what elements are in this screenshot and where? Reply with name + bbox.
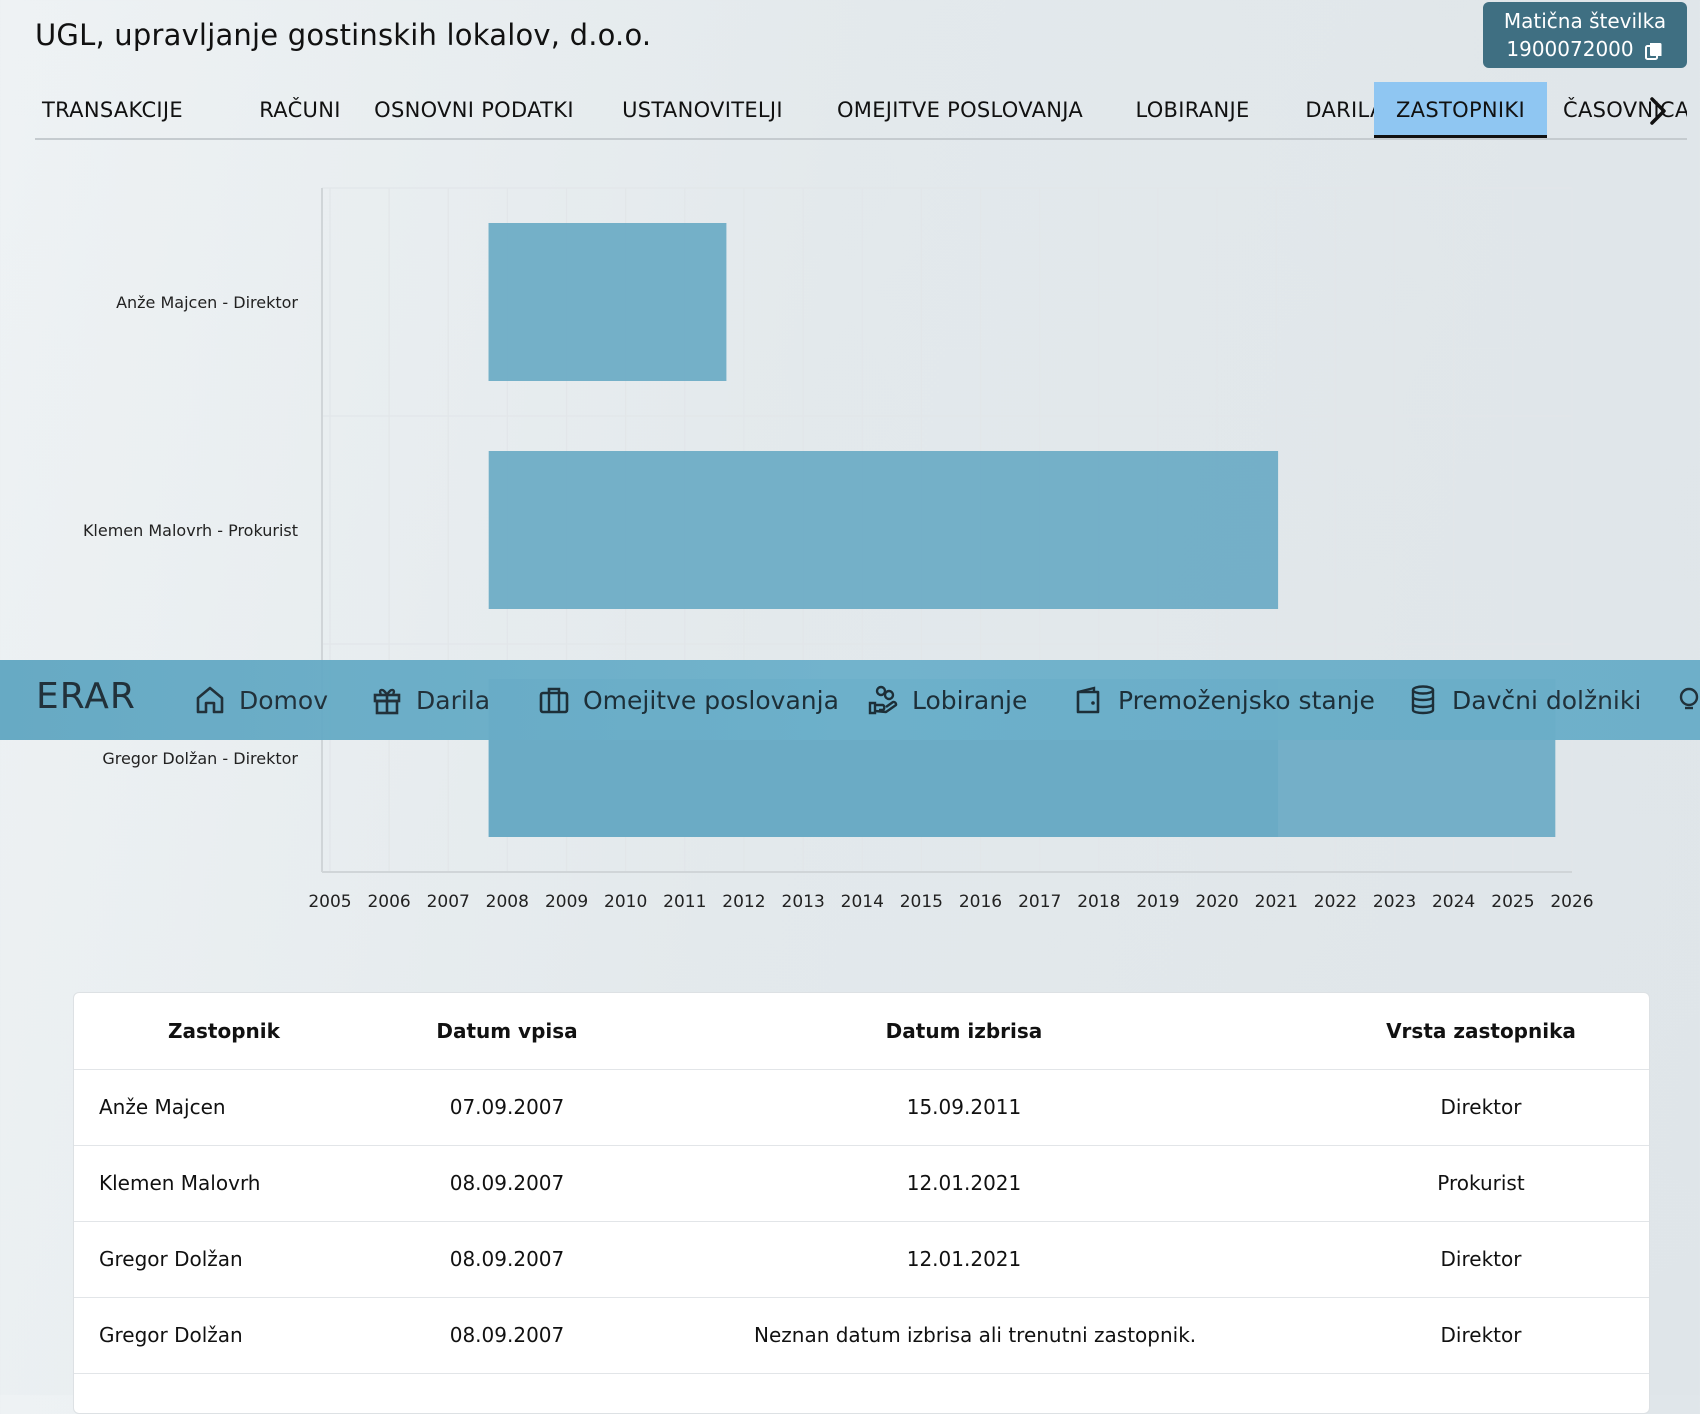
- cell-zastopnik: Gregor Dolžan: [99, 1247, 243, 1271]
- tab-omejitve-poslovanja[interactable]: OMEJITVE POSLOVANJA: [836, 98, 1084, 122]
- maticna-box: Matična številka 1900072000: [1483, 2, 1687, 68]
- y-tick-label: Gregor Dolžan - Direktor: [102, 749, 298, 768]
- x-tick-label: 2020: [1195, 892, 1238, 912]
- x-tick-label: 2022: [1314, 892, 1357, 912]
- x-tick-label: 2012: [722, 892, 765, 912]
- timeline-svg: Anže Majcen - Direktor Klemen Malovrh - P…: [83, 187, 1594, 912]
- x-tick-label: 2019: [1136, 892, 1179, 912]
- x-tick-label: 2009: [545, 892, 588, 912]
- x-tick-label: 2025: [1491, 892, 1534, 912]
- table-header-row: Zastopnik Datum vpisa Datum izbrisa Vrst…: [74, 993, 1649, 1070]
- cell-vrsta-zastopnika: Direktor: [1440, 1095, 1522, 1119]
- nav-lobiranje-label: Lobiranje: [912, 685, 1028, 715]
- cell-vrsta-zastopnika: Direktor: [1440, 1323, 1522, 1347]
- header-zastopnik[interactable]: Zastopnik: [168, 1019, 280, 1043]
- tab-transakcije[interactable]: TRANSAKCIJE: [42, 98, 183, 122]
- nav-premozenjsko-label: Premoženjsko stanje: [1118, 685, 1375, 715]
- nav-lobiranje[interactable]: Lobiranje: [866, 660, 1027, 740]
- tabs-next-chevron-icon[interactable]: [1643, 94, 1673, 128]
- nav-premozenjsko-stanje[interactable]: Premoženjsko stanje: [1072, 660, 1375, 740]
- table-row: Anže Majcen 07.09.2007 15.09.2011 Direkt…: [74, 1069, 1649, 1146]
- x-tick-label: 2018: [1077, 892, 1120, 912]
- timeline-bar[interactable]: [488, 223, 727, 381]
- x-tick-label: 2026: [1550, 892, 1593, 912]
- nav-domov-label: Domov: [239, 685, 328, 715]
- nav-davcni-dolzniki[interactable]: Davčni dolžniki: [1406, 660, 1641, 740]
- erar-logo[interactable]: ERAR: [36, 676, 136, 717]
- cell-datum-vpisa: 08.09.2007: [449, 1247, 565, 1271]
- header-vrsta-zastopnika[interactable]: Vrsta zastopnika: [1386, 1019, 1576, 1043]
- representatives-table: Zastopnik Datum vpisa Datum izbrisa Vrst…: [73, 992, 1650, 1414]
- tab-darila[interactable]: DARILA: [1305, 98, 1385, 122]
- representatives-timeline-chart: Anže Majcen - Direktor Klemen Malovrh - P…: [0, 170, 1700, 930]
- tab-bar: TRANSAKCIJE RAČUNI OSNOVNI PODATKI USTAN…: [35, 82, 1687, 140]
- tab-lobiranje[interactable]: LOBIRANJE: [1135, 98, 1250, 122]
- x-tick-label: 2008: [486, 892, 529, 912]
- company-title: UGL, upravljanje gostinskih lokalov, d.o…: [35, 18, 652, 52]
- erar-navbar: ERAR Domov Darila Omejitve poslovanja Lo…: [0, 660, 1700, 740]
- nav-darila-label: Darila: [416, 685, 491, 715]
- wallet-icon: [1076, 686, 1100, 714]
- cell-vrsta-zastopnika: Direktor: [1440, 1247, 1522, 1271]
- tab-casovnica[interactable]: ČASOVNICA: [1563, 98, 1687, 122]
- x-tick-label: 2013: [782, 892, 825, 912]
- x-tick-label: 2011: [663, 892, 706, 912]
- x-tick-label: 2017: [1018, 892, 1061, 912]
- cell-zastopnik: Klemen Malovrh: [99, 1171, 261, 1195]
- tab-racuni[interactable]: RAČUNI: [259, 98, 341, 122]
- briefcase-icon: [539, 687, 569, 714]
- header-datum-vpisa[interactable]: Datum vpisa: [436, 1019, 578, 1043]
- x-tick-label: 2023: [1373, 892, 1416, 912]
- x-tick-label: 2007: [427, 892, 470, 912]
- copy-icon[interactable]: [1644, 39, 1664, 60]
- x-tick-label: 2015: [900, 892, 943, 912]
- lightbulb-icon: [1679, 687, 1699, 710]
- cell-datum-izbrisa: 12.01.2021: [906, 1247, 1022, 1271]
- nav-davcni-label: Davčni dolžniki: [1452, 685, 1642, 715]
- cell-datum-vpisa: 07.09.2007: [449, 1095, 565, 1119]
- tab-osnovni-podatki[interactable]: OSNOVNI PODATKI: [374, 98, 574, 122]
- cell-datum-izbrisa: 15.09.2011: [906, 1095, 1022, 1119]
- table-row: Klemen Malovrh 08.09.2007 12.01.2021 Pro…: [74, 1145, 1649, 1222]
- nav-darila[interactable]: Darila: [370, 660, 490, 740]
- nav-omejitve-poslovanja[interactable]: Omejitve poslovanja: [537, 660, 839, 740]
- cell-zastopnik: Anže Majcen: [99, 1095, 226, 1119]
- database-icon: [1411, 685, 1435, 715]
- x-tick-label: 2024: [1432, 892, 1475, 912]
- cell-zastopnik: Gregor Dolžan: [99, 1323, 243, 1347]
- table-row: Gregor Dolžan 08.09.2007 Neznan datum iz…: [74, 1297, 1649, 1374]
- nav-more[interactable]: [1672, 660, 1700, 740]
- y-tick-label: Klemen Malovrh - Prokurist: [83, 521, 298, 540]
- header-datum-izbrisa[interactable]: Datum izbrisa: [885, 1019, 1043, 1043]
- gift-icon: [373, 688, 401, 715]
- y-tick-label: Anže Majcen - Direktor: [116, 293, 298, 312]
- tab-ustanovitelji[interactable]: USTANOVITELJI: [622, 98, 783, 122]
- x-tick-label: 2021: [1255, 892, 1298, 912]
- cell-vrsta-zastopnika: Prokurist: [1437, 1171, 1525, 1195]
- cell-datum-vpisa: 08.09.2007: [449, 1323, 565, 1347]
- maticna-value: 1900072000: [1506, 37, 1634, 61]
- nav-domov[interactable]: Domov: [193, 660, 328, 740]
- tab-zastopniki[interactable]: ZASTOPNIKI: [1374, 82, 1547, 138]
- x-tick-label: 2005: [308, 892, 351, 912]
- cell-datum-izbrisa: 12.01.2021: [906, 1171, 1022, 1195]
- timeline-bar[interactable]: [488, 451, 1279, 609]
- x-tick-label: 2006: [367, 892, 410, 912]
- hand-coins-icon: [868, 685, 898, 715]
- home-icon: [196, 686, 224, 714]
- table-row: Gregor Dolžan 08.09.2007 12.01.2021 Dire…: [74, 1221, 1649, 1298]
- x-tick-label: 2014: [841, 892, 884, 912]
- maticna-label: Matična številka: [1503, 9, 1667, 33]
- x-tick-label: 2010: [604, 892, 647, 912]
- cell-datum-vpisa: 08.09.2007: [449, 1171, 565, 1195]
- cell-datum-izbrisa: Neznan datum izbrisa ali trenutni zastop…: [754, 1323, 1197, 1347]
- x-tick-label: 2016: [959, 892, 1002, 912]
- nav-omejitve-label: Omejitve poslovanja: [583, 685, 839, 715]
